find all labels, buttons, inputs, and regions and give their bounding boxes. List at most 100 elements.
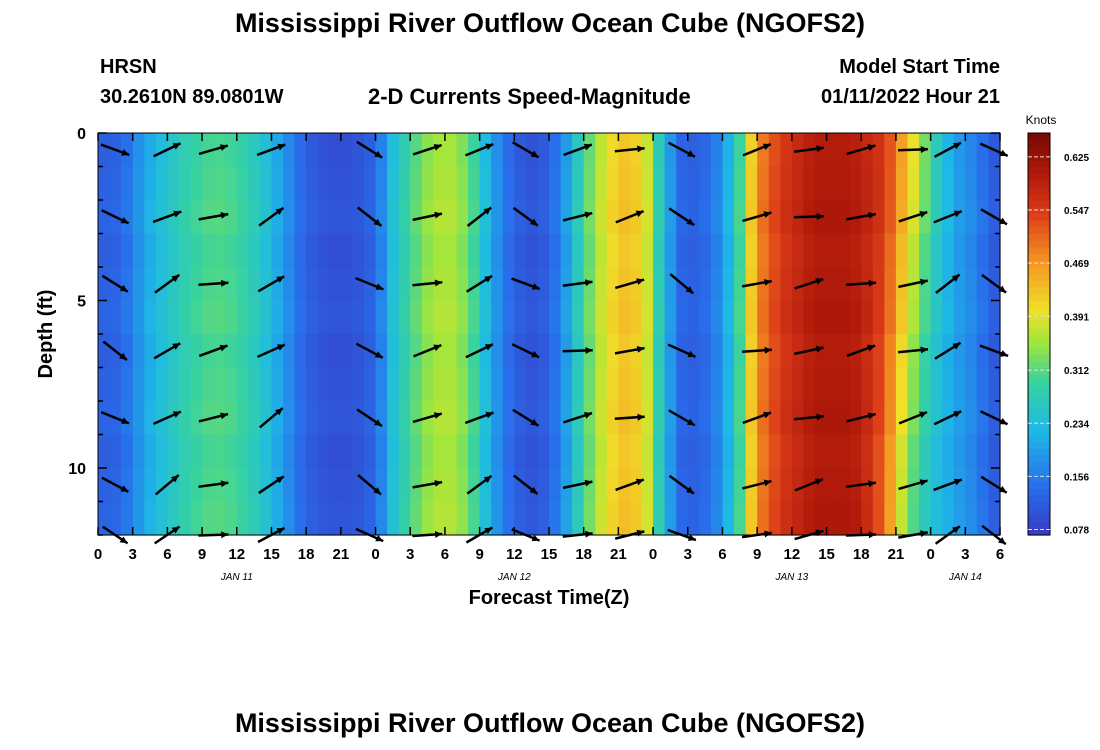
heatmap-cell: [780, 401, 793, 436]
heatmap-cell: [629, 468, 643, 503]
colorbar-segment: [1028, 434, 1050, 442]
colorbar-segment: [1028, 133, 1050, 141]
heatmap-cell: [514, 401, 527, 436]
heatmap-cell: [155, 334, 168, 369]
heatmap-cell: [664, 468, 677, 503]
heatmap-cell: [525, 434, 539, 469]
heatmap-cell: [433, 300, 446, 335]
heatmap-cell: [953, 367, 966, 402]
heatmap-cell: [248, 133, 261, 168]
heatmap-cell: [826, 233, 839, 268]
heatmap-cell: [352, 300, 365, 335]
heatmap-cell: [606, 367, 619, 402]
heatmap-cell: [502, 133, 515, 168]
colorbar-segment: [1028, 327, 1050, 335]
x-tick-label: 0: [649, 546, 657, 563]
current-vector: [794, 477, 824, 492]
heatmap-cell: [202, 434, 215, 469]
heatmap-cell: [144, 501, 157, 536]
heatmap-cell: [872, 300, 885, 335]
heatmap-cell: [132, 434, 145, 469]
heatmap-cell: [919, 233, 932, 268]
heatmap-cell: [791, 166, 804, 201]
heatmap-cell: [710, 133, 724, 168]
heatmap-cell: [236, 200, 249, 235]
heatmap-cell: [953, 233, 966, 268]
heatmap-cell: [444, 401, 458, 436]
heatmap-cell: [572, 501, 585, 536]
heatmap-cell: [861, 334, 874, 369]
heatmap-cell: [791, 300, 804, 335]
heatmap-cell: [167, 166, 180, 201]
heatmap-cell: [421, 233, 434, 268]
current-vector: [154, 273, 181, 294]
heatmap-cell: [757, 434, 770, 469]
heatmap-cell: [352, 133, 365, 168]
heatmap-cell: [930, 468, 943, 503]
heatmap-cell: [525, 501, 539, 536]
heatmap-cell: [525, 233, 539, 268]
heatmap-cell: [907, 300, 920, 335]
heatmap-cell: [271, 468, 284, 503]
colorbar-segment: [1028, 414, 1050, 422]
colorbar-segment: [1028, 394, 1050, 402]
current-vector: [668, 474, 695, 495]
heatmap-cell: [583, 133, 596, 168]
heatmap-cell: [572, 434, 585, 469]
current-vector: [933, 209, 963, 224]
heatmap-cell: [595, 367, 608, 402]
heatmap-cell: [352, 501, 365, 536]
current-vector: [935, 273, 961, 294]
heatmap-cell: [861, 166, 874, 201]
current-vector: [669, 273, 695, 295]
heatmap-cell: [560, 468, 573, 503]
heatmap-cell: [942, 233, 955, 268]
heatmap-cell: [583, 267, 596, 302]
heatmap-cell: [259, 434, 273, 469]
current-vector: [898, 210, 928, 223]
current-vector: [152, 410, 182, 426]
heatmap-cell: [606, 334, 619, 369]
heatmap-cell: [479, 267, 492, 302]
heatmap-cell: [687, 468, 700, 503]
heatmap-cell: [988, 166, 1001, 201]
heatmap-cell: [803, 501, 816, 536]
heatmap-cell: [976, 267, 990, 302]
heatmap-cell: [884, 468, 897, 503]
heatmap-cell: [109, 367, 122, 402]
heatmap-cell: [965, 267, 978, 302]
heatmap-cell: [502, 300, 515, 335]
current-vector: [615, 478, 645, 492]
heatmap-cell: [121, 133, 134, 168]
heatmap-cell: [976, 401, 990, 436]
heatmap-cell: [780, 468, 793, 503]
heatmap-cell: [121, 300, 134, 335]
heatmap-cell: [456, 501, 469, 536]
heatmap-cell: [653, 133, 666, 168]
heatmap-cell: [329, 501, 342, 536]
heatmap-cell: [456, 334, 469, 369]
heatmap-cell: [259, 267, 273, 302]
heatmap-cell: [734, 233, 747, 268]
heatmap-cell: [560, 300, 573, 335]
colorbar-segment: [1028, 146, 1050, 154]
heatmap-cell: [641, 200, 654, 235]
current-vector: [198, 412, 229, 423]
heatmap-cell: [294, 233, 307, 268]
heatmap-cell: [444, 434, 458, 469]
heatmap-cell: [398, 233, 411, 268]
heatmap-cell: [687, 367, 700, 402]
heatmap-cell: [225, 133, 238, 168]
heatmap-cell: [271, 233, 284, 268]
heatmap-cell: [629, 367, 643, 402]
current-vector: [742, 479, 772, 490]
heatmap-cell: [167, 401, 180, 436]
current-vector: [563, 411, 593, 424]
heatmap-cell: [930, 434, 943, 469]
heatmap-cell: [259, 200, 273, 235]
x-tick-label: 9: [475, 546, 483, 563]
current-vector: [466, 274, 493, 293]
heatmap-cell: [988, 233, 1001, 268]
heatmap-cell: [965, 334, 978, 369]
current-vector: [979, 344, 1009, 358]
